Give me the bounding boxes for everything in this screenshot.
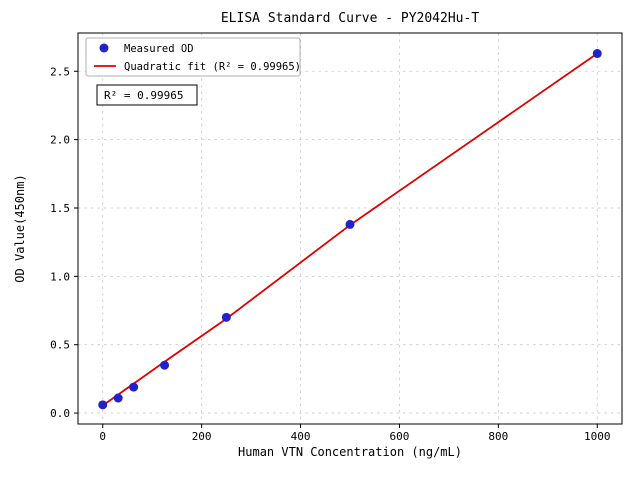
data-point <box>221 312 231 322</box>
data-point <box>160 360 170 370</box>
legend-box <box>85 37 301 77</box>
plot-border <box>77 32 623 425</box>
y-tick-label: 1.0 <box>50 270 70 283</box>
data-point <box>592 49 602 59</box>
x-tick-label: 200 <box>192 430 212 443</box>
x-tick-label: 400 <box>291 430 311 443</box>
legend-label-quadratic-fit: Quadratic fit (R² = 0.99965) <box>124 61 301 73</box>
x-tick-label: 800 <box>488 430 508 443</box>
y-tick-label: 2.5 <box>50 65 70 78</box>
x-tick-label: 1000 <box>584 430 611 443</box>
y-tick-label: 0.0 <box>50 407 70 420</box>
data-point <box>345 219 355 229</box>
x-tick-label: 0 <box>99 430 106 443</box>
data-point <box>98 400 108 410</box>
y-tick-label: 0.5 <box>50 339 70 352</box>
legend-marker-points <box>99 43 109 53</box>
x-axis-label: Human VTN Concentration (ng/mL) <box>238 445 462 459</box>
y-tick-label: 1.5 <box>50 202 70 215</box>
chart-title: ELISA Standard Curve - PY2042Hu-T <box>221 11 479 26</box>
annotation-box <box>96 84 198 106</box>
data-point <box>129 382 139 392</box>
r-squared-annotation: R² = 0.99965 <box>96 84 198 106</box>
legend-label-measured-od: Measured OD <box>124 43 194 55</box>
y-axis-label: OD Value(450nm) <box>13 174 27 282</box>
y-tick-label: 2.0 <box>50 134 70 147</box>
data-point <box>113 393 123 403</box>
legend: Measured OD Quadratic fit (R² = 0.99965) <box>85 37 301 77</box>
x-tick-label: 600 <box>390 430 410 443</box>
annotation-text: R² = 0.99965 <box>104 89 183 102</box>
